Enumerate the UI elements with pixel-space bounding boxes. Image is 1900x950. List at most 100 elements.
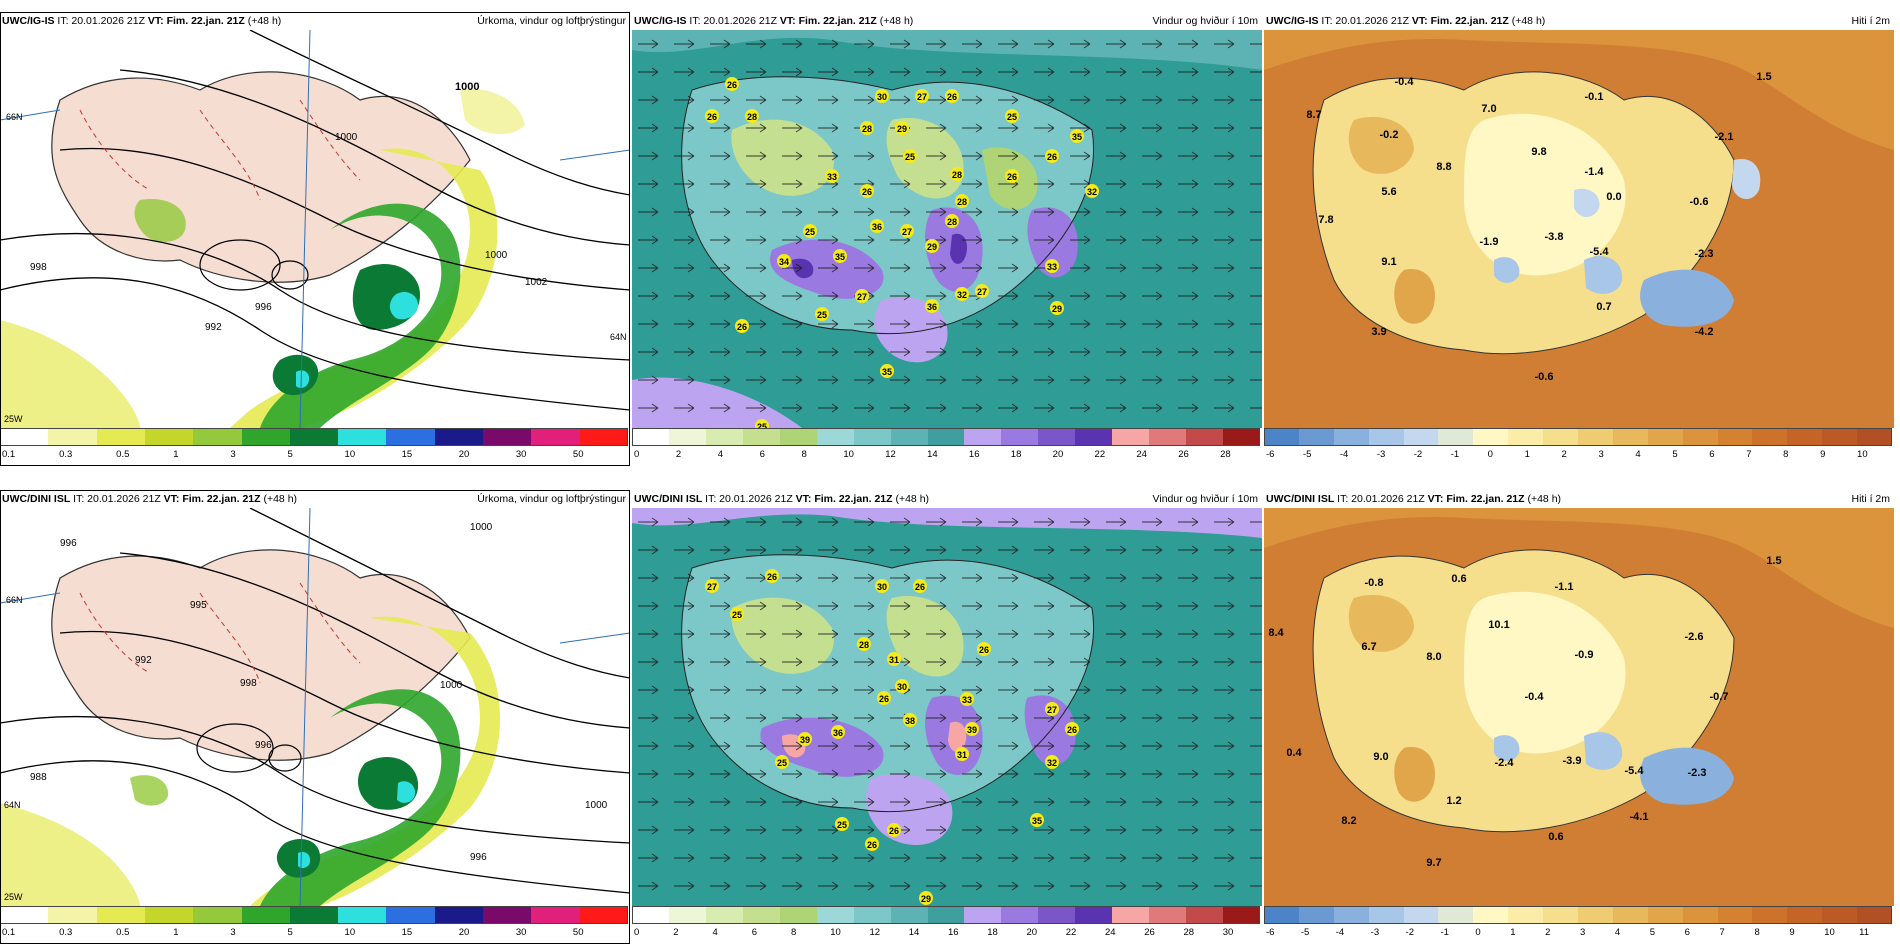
- colorbar-swatch: [632, 906, 670, 924]
- gust-marker: [725, 77, 739, 91]
- gust-marker: [925, 299, 939, 313]
- colorbar-tick: 26: [1144, 927, 1155, 938]
- colorbar-swatch: [668, 906, 707, 924]
- colorbar-tick: 6: [1709, 449, 1715, 460]
- gust-marker: [1005, 109, 1019, 123]
- colorbar-swatch: [193, 906, 243, 924]
- colorbar-swatch: [1787, 906, 1823, 924]
- gust-label: 34: [779, 257, 789, 267]
- gust-marker: [755, 419, 769, 428]
- colorbar-tick: 8: [1783, 449, 1789, 460]
- precip-map[interactable]: 1000 1000 996 992 998 1000 1002 66N 64N …: [0, 30, 630, 428]
- colorbar-swatch: [1543, 428, 1579, 446]
- gust-label: 27: [902, 227, 912, 237]
- gust-marker: [925, 239, 939, 253]
- colorbar-border: [632, 906, 1260, 924]
- colorbar-swatch: [241, 906, 291, 924]
- colorbar-tick: 8: [1754, 927, 1760, 938]
- colorbar-swatch: [386, 906, 436, 924]
- gust-label: 31: [957, 750, 967, 760]
- init-time: IT: 20.01.2026 21Z: [1321, 15, 1409, 27]
- temp-label: 9.8: [1531, 146, 1546, 158]
- temp-label: -0.6: [1535, 371, 1554, 383]
- colorbar-swatch: [241, 428, 291, 446]
- field-title: Vindur og hviður í 10m: [1152, 493, 1258, 505]
- init-time: IT: 20.01.2026 21Z: [73, 493, 161, 505]
- gust-marker: [825, 169, 839, 183]
- model-name: UWC/DINI ISL: [2, 493, 71, 505]
- panel-header: UWC/DINI ISL IT: 20.01.2026 21Z VT: Fim.…: [632, 490, 1262, 508]
- colorbar-swatch: [1223, 428, 1261, 446]
- colorbar-tick: 4: [712, 927, 718, 938]
- colorbar-swatch: [964, 428, 1002, 446]
- wind-map[interactable]: 26 26 28 30 27 28 29 26 33 25 28 28 25 26 35 32 27 26 34 36…: [632, 30, 1262, 428]
- temp-label: -5.4: [1625, 765, 1645, 777]
- colorbar-tick: 3: [230, 449, 236, 460]
- temp-colorbar: -6 -5 -4 -3 -2 -1 0 1 2 3 4 5 6 7 8 9 10: [1264, 428, 1894, 466]
- colorbar-swatch: [338, 906, 387, 924]
- gust-marker: [765, 569, 779, 583]
- colorbar-border: [0, 428, 628, 446]
- temp-map[interactable]: -0.8 0.6 -1.1 1.5 8.4 10.1 6.7 8.0 -0.9 -2.6 -0.4 -…: [1264, 508, 1894, 906]
- gust-marker: [833, 249, 847, 263]
- colorbar-tick: -5: [1302, 449, 1312, 460]
- colorbar-tick: 2: [1545, 927, 1551, 938]
- colorbar-swatch: [1075, 428, 1113, 446]
- temp-label: 1.2: [1446, 795, 1461, 807]
- wind-map[interactable]: 27 26 25 30 26 28 31 26 30 33 26 27 26 36 38 31 39 32 26 39…: [632, 508, 1262, 906]
- gust-label: 26: [767, 572, 777, 582]
- temp-label: -2.6: [1685, 631, 1704, 643]
- temp-map-svg: -0.4 8.7 -0.2 7.0 -0.1 1.5 9.8 -1.4 -2.1 8.8 5.6 0.…: [1264, 30, 1894, 428]
- colorbar-swatch: [1264, 906, 1300, 924]
- colorbar-tick: 28: [1183, 927, 1195, 938]
- colorbar-tick: 2: [675, 449, 682, 460]
- gust-label: 26: [1047, 152, 1057, 162]
- colorbar-swatch: [1112, 906, 1150, 924]
- temp-label: 1.5: [1766, 555, 1781, 567]
- colorbar-swatch: [1149, 906, 1187, 924]
- pressure-label: 1000: [470, 522, 493, 533]
- colorbar-tick: 22: [1094, 449, 1106, 460]
- colorbar-tick: 4: [717, 449, 724, 460]
- gust-label: 28: [747, 112, 757, 122]
- gust-marker: [831, 725, 845, 739]
- gust-label: 33: [962, 695, 972, 705]
- precip-map[interactable]: 996 1000 995 992 998 996 1000 988 1000 9…: [0, 508, 630, 906]
- temp-label: 3.9: [1371, 326, 1386, 338]
- colorbar-swatch: [632, 428, 670, 446]
- gust-label: 30: [877, 92, 887, 102]
- colorbar-swatch: [531, 906, 581, 924]
- colorbar-swatch: [579, 906, 629, 924]
- gust-label: 28: [859, 640, 869, 650]
- colorbar-tick: 8: [791, 927, 797, 938]
- gust-label: 32: [1047, 758, 1057, 768]
- colorbar-swatch: [1403, 428, 1439, 446]
- temp-label: -2.1: [1715, 131, 1734, 143]
- gust-label: 26: [915, 582, 925, 592]
- temp-label: -1.1: [1555, 581, 1574, 593]
- colorbar-tick: 2: [673, 927, 679, 938]
- temp-map[interactable]: -0.4 8.7 -0.2 7.0 -0.1 1.5 9.8 -1.4 -2.1 8.8 5.6 0.…: [1264, 30, 1894, 428]
- gust-marker: [798, 732, 812, 746]
- colorbar-swatch: [483, 906, 532, 924]
- colorbar-tick: 50: [572, 449, 584, 460]
- temp-label: 7.0: [1481, 103, 1496, 115]
- temp-label: -0.6: [1690, 196, 1709, 208]
- field-title: Hiti í 2m: [1851, 15, 1890, 27]
- temp-label: -1.4: [1585, 166, 1605, 178]
- gust-label: 35: [1032, 816, 1042, 826]
- temp-label: -3.8: [1545, 231, 1564, 243]
- precip-map-svg: 1000 1000 996 992 998 1000 1002 66N 64N …: [0, 30, 630, 428]
- colorbar-tick: 1: [173, 927, 179, 938]
- colorbar-swatch: [1298, 428, 1335, 446]
- lat-label: 66N: [6, 595, 23, 605]
- temp-label: 0.6: [1451, 573, 1466, 585]
- colorbar-swatch: [1473, 428, 1509, 446]
- gust-marker: [870, 219, 884, 233]
- colorbar-tick: -2: [1413, 449, 1423, 460]
- gust-marker: [875, 579, 889, 593]
- colorbar-tick: 14: [927, 449, 938, 460]
- gust-label: 25: [1007, 112, 1017, 122]
- colorbar-swatch: [434, 428, 484, 446]
- colorbar-swatch: [1717, 906, 1753, 924]
